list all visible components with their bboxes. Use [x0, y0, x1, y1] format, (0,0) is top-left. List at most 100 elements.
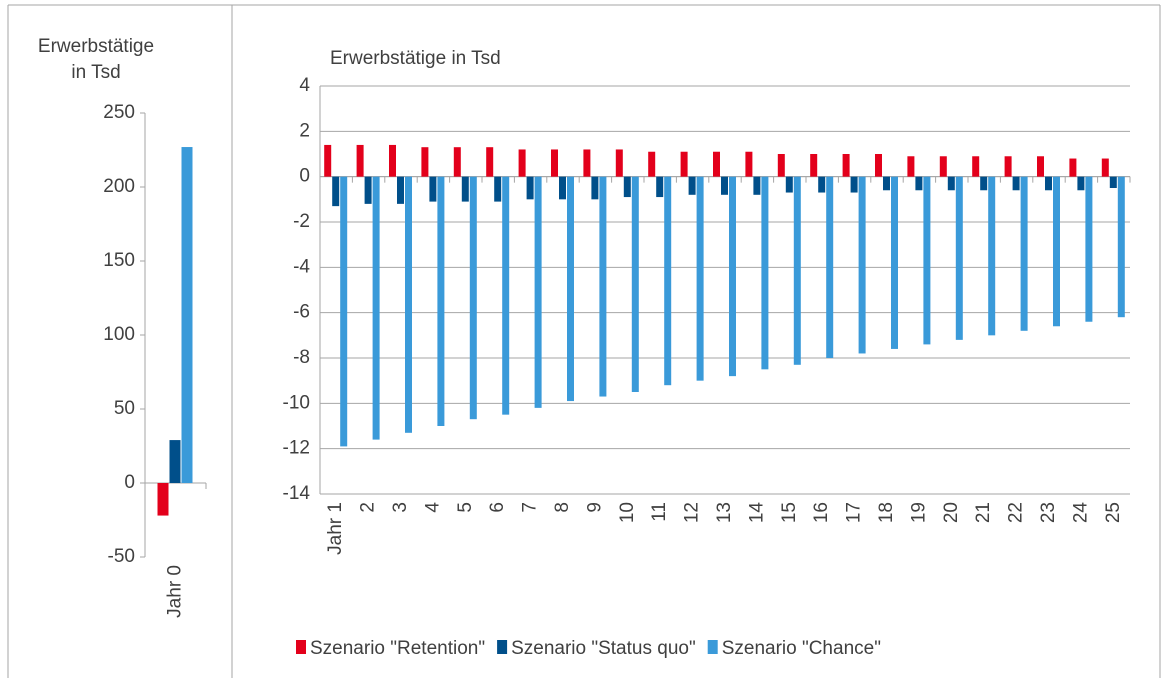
x-tick-label: 20 — [941, 502, 962, 523]
x-tick-label: 13 — [714, 502, 735, 523]
legend-swatch — [296, 640, 306, 654]
x-tick-label: 5 — [455, 502, 476, 513]
bar — [364, 176, 372, 204]
x-tick-label: 8 — [552, 502, 573, 513]
bar — [810, 154, 818, 177]
y-tick-label: -6 — [293, 302, 310, 323]
bar — [745, 151, 753, 177]
bar — [826, 176, 834, 358]
bar — [980, 176, 988, 191]
bar — [526, 176, 534, 200]
y-tick-label: 50 — [114, 398, 135, 419]
bar — [793, 176, 801, 365]
bar — [623, 176, 631, 198]
x-tick-label: 24 — [1070, 502, 1091, 524]
x-tick-label: 7 — [520, 502, 541, 513]
bar — [157, 483, 169, 516]
chart-title: Erwerbstätige in Tsd — [330, 48, 501, 69]
bar — [1069, 158, 1077, 177]
y-tick-label: 2 — [299, 120, 310, 141]
bar — [181, 147, 193, 484]
bar — [915, 176, 923, 191]
bar — [169, 440, 181, 483]
y-tick-label: -4 — [293, 256, 310, 277]
bar — [842, 154, 850, 177]
bar — [1045, 176, 1052, 191]
y-tick-label: -14 — [283, 483, 311, 504]
y-tick-label: 150 — [103, 250, 135, 271]
bar — [1020, 176, 1028, 331]
bar — [656, 176, 664, 198]
y-tick-label: -8 — [293, 347, 310, 368]
bar — [397, 176, 404, 204]
bar — [502, 176, 510, 415]
bar — [421, 147, 429, 177]
y-tick-label: 250 — [103, 102, 135, 123]
bar — [437, 176, 445, 426]
legend-swatch — [497, 640, 508, 654]
x-tick-label: 10 — [617, 502, 638, 523]
bar — [372, 176, 380, 440]
bar — [599, 176, 607, 397]
y-tick-label: 0 — [299, 166, 310, 187]
x-tick-label: 23 — [1038, 502, 1059, 523]
y-tick-label: -2 — [293, 211, 310, 232]
bar — [907, 156, 915, 177]
bar — [469, 176, 477, 420]
chart-title: Erwerbstätige in Tsd — [37, 36, 155, 83]
bar — [405, 176, 412, 433]
bar — [680, 151, 688, 177]
bar — [761, 176, 769, 370]
bar — [583, 149, 591, 177]
y-tick-label: -50 — [108, 546, 135, 567]
bar — [429, 176, 437, 202]
y-tick-label: -12 — [283, 438, 310, 459]
y-tick-label: 4 — [299, 75, 310, 96]
y-tick-label: -10 — [283, 392, 310, 413]
x-tick-label: 21 — [973, 502, 994, 523]
bar — [631, 176, 639, 392]
legend-label: Szenario "Status quo" — [511, 638, 696, 659]
bar — [332, 176, 340, 207]
bar — [1053, 176, 1060, 327]
bar — [559, 176, 566, 200]
bar — [534, 176, 542, 408]
bar — [664, 176, 672, 386]
bar — [591, 176, 599, 200]
bar — [615, 149, 623, 177]
x-tick-label: 14 — [746, 502, 767, 524]
legend-label: Szenario "Chance" — [722, 638, 881, 659]
bar — [988, 176, 996, 336]
y-tick-label: 200 — [103, 176, 135, 197]
bar — [1037, 156, 1044, 177]
x-tick-label: 19 — [908, 502, 929, 523]
x-tick-label: 3 — [390, 502, 411, 513]
x-tick-label: 18 — [876, 502, 897, 523]
x-tick-label: 2 — [358, 502, 379, 513]
bar — [818, 176, 826, 193]
x-tick-label: 22 — [1006, 502, 1027, 523]
x-tick-label: 11 — [649, 502, 670, 522]
bar — [785, 176, 793, 193]
legend-label: Szenario "Retention" — [310, 638, 485, 659]
bar — [875, 154, 882, 177]
bar — [567, 176, 574, 402]
bar — [648, 151, 656, 177]
bar — [486, 147, 494, 177]
bar — [947, 176, 955, 191]
bar — [858, 176, 866, 354]
bar — [1004, 156, 1012, 177]
bar — [721, 176, 728, 195]
y-tick-label: 100 — [103, 324, 135, 345]
bar — [453, 147, 461, 177]
x-tick-label: Jahr 1 — [325, 502, 346, 555]
bar — [518, 149, 526, 177]
bar — [1085, 176, 1093, 322]
bar — [753, 176, 761, 195]
bar — [324, 144, 332, 177]
x-tick-label: 15 — [779, 502, 800, 523]
bar — [883, 176, 890, 191]
legend-swatch — [707, 640, 718, 654]
